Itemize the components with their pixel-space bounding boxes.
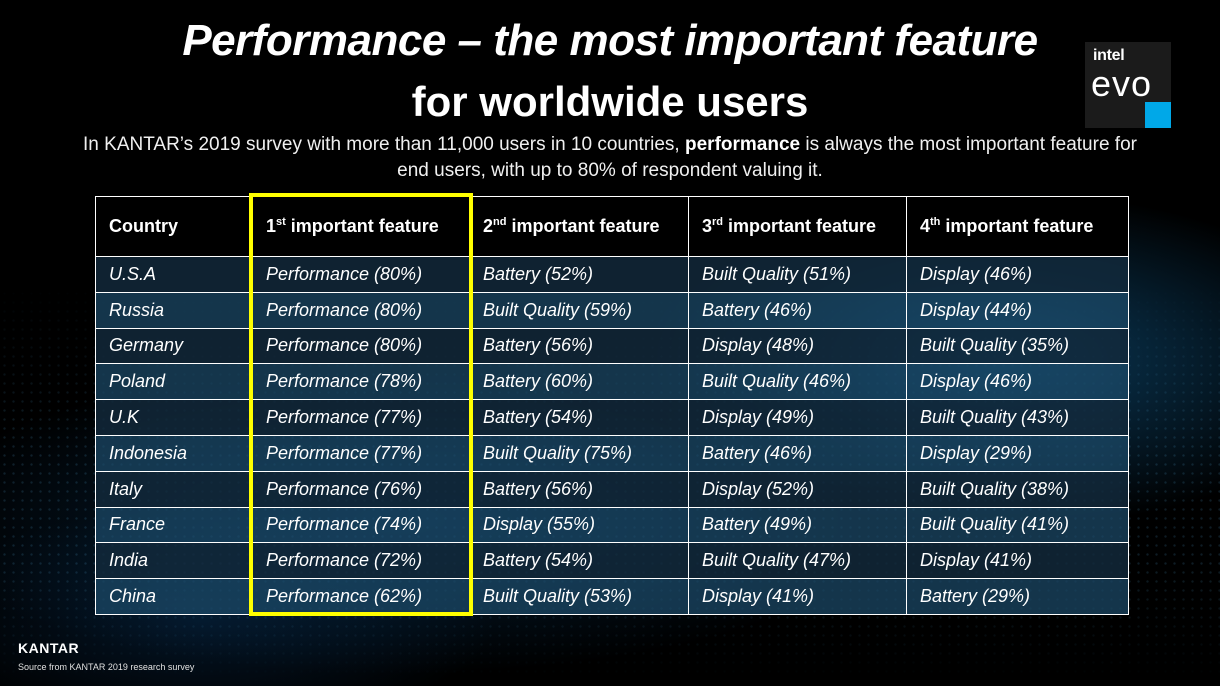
feature-cell: Display (46%) xyxy=(906,256,1129,293)
feature-cell: Display (49%) xyxy=(688,399,907,436)
column-header-number: 2 xyxy=(483,216,494,236)
country-cell: China xyxy=(95,578,253,615)
kantar-logo: KANTAR xyxy=(18,640,80,656)
slide-subtitle: In KANTAR’s 2019 survey with more than 1… xyxy=(80,132,1140,184)
table-row: Poland Performance (78%) Battery (60%) Buil… xyxy=(95,363,1129,401)
feature-cell: Battery (60%) xyxy=(469,363,689,401)
feature-cell: Performance (74%) xyxy=(252,506,470,544)
slide-title-line1: Performance – the most important feature xyxy=(182,16,1038,65)
feature-cell: Built Quality (41%) xyxy=(906,506,1129,544)
feature-cell: Display (44%) xyxy=(906,291,1129,329)
column-header-label: important feature xyxy=(940,216,1094,236)
country-cell: Russia xyxy=(95,291,253,329)
slide-title-line2: for worldwide users xyxy=(411,78,809,125)
feature-cell: Display (55%) xyxy=(469,506,689,544)
feature-cell: Display (52%) xyxy=(688,470,907,508)
feature-cell: Battery (46%) xyxy=(688,291,907,329)
table-body: U.S.A Performance (80%) Battery (52%) Built… xyxy=(95,256,1129,615)
feature-cell: Built Quality (59%) xyxy=(469,291,689,329)
column-header: Country xyxy=(95,196,253,257)
table-row: Italy Performance (76%) Battery (56%) Displ… xyxy=(95,470,1129,508)
logo-accent-square xyxy=(1145,102,1171,128)
feature-cell: Built Quality (38%) xyxy=(906,470,1129,508)
feature-cell: Built Quality (53%) xyxy=(469,578,689,615)
column-header-ordinal: st xyxy=(276,216,286,228)
country-cell: Indonesia xyxy=(95,434,253,472)
country-cell: Italy xyxy=(95,470,253,508)
subtitle-text-before: In KANTAR’s 2019 survey with more than 1… xyxy=(83,134,685,155)
feature-cell: Battery (54%) xyxy=(469,399,689,436)
feature-cell: Battery (46%) xyxy=(688,434,907,472)
feature-cell: Performance (80%) xyxy=(252,291,470,329)
feature-cell: Battery (49%) xyxy=(688,506,907,544)
table-row: France Performance (74%) Display (55%) Batt… xyxy=(95,506,1129,544)
logo-product: evo xyxy=(1091,63,1153,104)
country-cell: Poland xyxy=(95,363,253,401)
feature-cell: Performance (62%) xyxy=(252,578,470,615)
feature-cell: Battery (54%) xyxy=(469,542,689,580)
feature-cell: Performance (80%) xyxy=(252,256,470,293)
feature-cell: Built Quality (51%) xyxy=(688,256,907,293)
column-header-ordinal: th xyxy=(930,216,941,228)
table-row: Germany Performance (80%) Battery (56%) Dis… xyxy=(95,327,1129,365)
table-row: India Performance (72%) Battery (54%) Built… xyxy=(95,542,1129,580)
column-header-number: 1 xyxy=(266,216,277,236)
column-header-ordinal: nd xyxy=(493,216,507,228)
feature-cell: Built Quality (35%) xyxy=(906,327,1129,365)
feature-cell: Performance (77%) xyxy=(252,434,470,472)
column-header: 3rd important feature xyxy=(688,196,907,257)
intel-evo-logo: intel evo xyxy=(1085,42,1171,128)
country-cell: Germany xyxy=(95,327,253,365)
table-header-row: Country 1st important feature 2nd importan… xyxy=(95,196,1129,257)
column-header: 2nd important feature xyxy=(469,196,689,257)
table-row: U.S.A Performance (80%) Battery (52%) Built… xyxy=(95,256,1129,293)
table-row: U.K Performance (77%) Battery (54%) Display… xyxy=(95,399,1129,436)
feature-cell: Built Quality (47%) xyxy=(688,542,907,580)
feature-cell: Performance (76%) xyxy=(252,470,470,508)
country-cell: India xyxy=(95,542,253,580)
feature-cell: Battery (56%) xyxy=(469,470,689,508)
feature-cell: Performance (72%) xyxy=(252,542,470,580)
country-cell: France xyxy=(95,506,253,544)
feature-cell: Battery (29%) xyxy=(906,578,1129,615)
feature-cell: Performance (80%) xyxy=(252,327,470,365)
table-row: Indonesia Performance (77%) Built Quality … xyxy=(95,434,1129,472)
column-header-ordinal: rd xyxy=(712,216,724,228)
feature-cell: Performance (78%) xyxy=(252,363,470,401)
column-header-label: important feature xyxy=(506,216,660,236)
feature-cell: Display (41%) xyxy=(688,578,907,615)
table-row: China Performance (62%) Built Quality (53%… xyxy=(95,578,1129,615)
subtitle-emphasis: performance xyxy=(685,134,801,155)
column-header-label: important feature xyxy=(723,216,877,236)
column-header-number: 3 xyxy=(702,216,713,236)
feature-cell: Built Quality (75%) xyxy=(469,434,689,472)
feature-cell: Battery (52%) xyxy=(469,256,689,293)
column-header-label: important feature xyxy=(285,216,439,236)
column-header-number: Country xyxy=(109,216,178,236)
country-cell: U.K xyxy=(95,399,253,436)
source-note: Source from KANTAR 2019 research survey xyxy=(18,662,195,672)
country-cell: U.S.A xyxy=(95,256,253,293)
logo-brand: intel xyxy=(1093,47,1125,64)
column-header: 4th important feature xyxy=(906,196,1129,257)
column-header: 1st important feature xyxy=(252,196,470,257)
column-header-number: 4 xyxy=(920,216,931,236)
feature-ranking-table: Country 1st important feature 2nd importan… xyxy=(95,196,1129,615)
feature-cell: Built Quality (43%) xyxy=(906,399,1129,436)
feature-cell: Built Quality (46%) xyxy=(688,363,907,401)
feature-cell: Battery (56%) xyxy=(469,327,689,365)
feature-cell: Display (48%) xyxy=(688,327,907,365)
feature-cell: Display (29%) xyxy=(906,434,1129,472)
feature-cell: Performance (77%) xyxy=(252,399,470,436)
feature-cell: Display (46%) xyxy=(906,363,1129,401)
subtitle-text-after: is always the most important feature for… xyxy=(397,134,1137,181)
feature-cell: Display (41%) xyxy=(906,542,1129,580)
table-row: Russia Performance (80%) Built Quality (59… xyxy=(95,291,1129,329)
